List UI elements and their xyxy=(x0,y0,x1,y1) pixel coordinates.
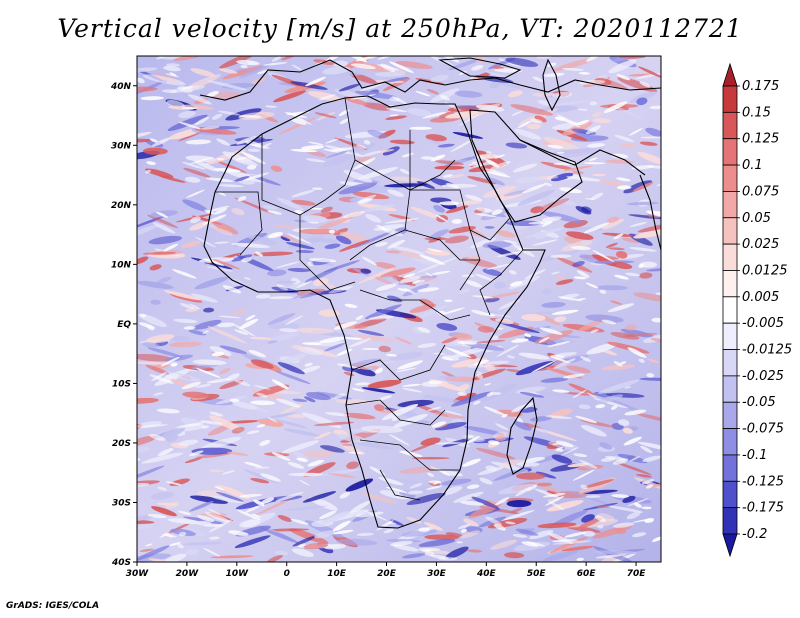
colorbar-box xyxy=(722,375,738,403)
border-line xyxy=(351,344,446,381)
colorbar-bottom-arrow xyxy=(722,533,738,558)
colorbar-box xyxy=(722,349,738,377)
colorbar-label: 0.1 xyxy=(742,158,763,173)
colorbar-box xyxy=(722,480,738,509)
colorbar-label: 0.005 xyxy=(742,290,779,305)
colorbar-label: -0.1 xyxy=(742,448,767,463)
coastlines xyxy=(199,57,661,529)
colorbar-box xyxy=(722,401,738,429)
border-line xyxy=(345,399,446,426)
border-line xyxy=(359,289,471,321)
colorbar-label: 0.025 xyxy=(742,237,779,252)
lon-tick-label: 70E xyxy=(627,569,647,579)
colorbar-label: -0.175 xyxy=(742,501,784,516)
europe-coastline xyxy=(199,59,661,101)
colorbar-box xyxy=(722,85,738,113)
colorbar-box xyxy=(722,322,738,350)
border-line xyxy=(215,191,263,256)
africa-coastline xyxy=(203,95,546,529)
lat-tick-label: 10S xyxy=(112,379,131,389)
grads-credit: GrADS: IGES/COLA xyxy=(6,601,100,611)
colorbar-label: 0.05 xyxy=(742,211,771,226)
lon-tick-label: 20W xyxy=(176,569,200,579)
lat-tick-label: 20N xyxy=(111,201,132,211)
border-line xyxy=(359,439,460,471)
lat-tick-label: 20S xyxy=(112,439,131,449)
lat-tick-label: 40N xyxy=(110,82,132,92)
colorbar-label: -0.075 xyxy=(742,422,784,437)
lat-tick-label: 30N xyxy=(111,141,132,151)
lon-tick-label: 50E xyxy=(527,569,547,579)
colorbar-box xyxy=(722,111,738,140)
lat-tick-label: 10N xyxy=(111,260,132,270)
border-line xyxy=(261,134,356,216)
longitude-axis: 30W 20W 10W 0 10E 20E 30E 40E 50E 60E 70E xyxy=(126,562,646,579)
colorbar-label: 0.15 xyxy=(742,105,771,120)
colorbar-box xyxy=(722,138,738,166)
map-title: Vertical velocity [m/s] at 250hPa, VT: 2… xyxy=(57,14,743,43)
colorbar-box xyxy=(722,217,738,245)
colorbar-box xyxy=(722,507,738,535)
colorbar-label: -0.0125 xyxy=(742,343,792,358)
colorbar-label: 0.125 xyxy=(742,132,779,147)
lon-tick-label: 10E xyxy=(327,569,347,579)
lon-tick-label: 40E xyxy=(476,569,497,579)
lon-tick-label: 0 xyxy=(284,569,290,579)
lon-tick-label: 30E xyxy=(427,569,447,579)
lon-tick-label: 20E xyxy=(377,569,397,579)
border-line xyxy=(404,229,480,261)
colorbar-label: -0.005 xyxy=(742,316,784,331)
map-frame xyxy=(136,55,662,563)
colorbar-top-arrow xyxy=(722,62,738,87)
colorbar-box xyxy=(722,296,738,324)
border-line xyxy=(379,469,421,501)
colorbar-label: -0.05 xyxy=(742,395,776,410)
border-line xyxy=(299,215,356,291)
colorbar-label: 0.175 xyxy=(742,79,779,94)
colorbar-box xyxy=(722,428,738,456)
velocity-field xyxy=(137,56,661,562)
country-borders xyxy=(215,97,524,501)
map-panel xyxy=(136,55,662,563)
border-line xyxy=(479,249,524,316)
persian-gulf-coastline xyxy=(519,139,646,176)
colorbar-label: -0.125 xyxy=(742,474,784,489)
lat-tick-label: 40S xyxy=(111,558,131,568)
india-coastline xyxy=(639,174,661,251)
lon-tick-label: 30W xyxy=(126,569,150,579)
lon-tick-label: 60E xyxy=(577,569,597,579)
colorbar-box xyxy=(722,191,738,219)
lat-tick-label: 30S xyxy=(112,498,131,508)
colorbar-box xyxy=(722,243,738,271)
caspian-coastline xyxy=(542,58,561,112)
lat-tick-label: EQ xyxy=(117,320,131,330)
latitude-axis: 40N 30N 20N 10N EQ 10S 20S 30S 40S xyxy=(110,82,137,568)
madagascar-coastline xyxy=(506,396,538,475)
colorbar-label: -0.2 xyxy=(742,527,767,542)
colorbar-label: -0.025 xyxy=(742,369,784,384)
colorbar: 0.175 0.15 0.125 0.1 0.075 0.05 0.025 0.0125 0.0… xyxy=(722,62,792,558)
colorbar-box xyxy=(722,164,738,192)
colorbar-box xyxy=(722,270,738,298)
lon-tick-label: 10W xyxy=(226,569,250,579)
border-line xyxy=(469,189,511,241)
colorbar-box xyxy=(722,454,738,482)
black-sea-coastline xyxy=(438,57,522,79)
colorbar-label: 0.075 xyxy=(742,184,779,199)
colorbar-label: 0.0125 xyxy=(742,263,788,278)
